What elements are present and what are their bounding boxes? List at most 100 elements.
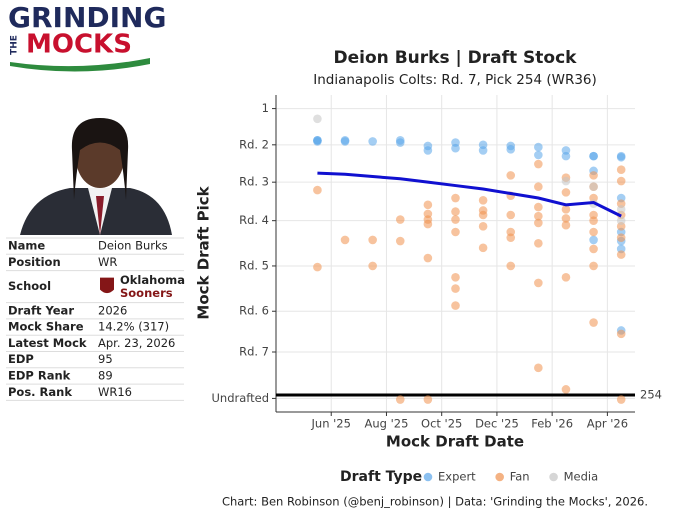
legend-swatch bbox=[549, 472, 558, 482]
point bbox=[589, 151, 598, 161]
row-label: Draft Year bbox=[8, 303, 74, 317]
point bbox=[616, 216, 626, 225]
row-value: 14.2% (317) bbox=[98, 320, 169, 334]
row-label: Name bbox=[8, 239, 45, 253]
point bbox=[616, 152, 626, 162]
point bbox=[506, 171, 516, 180]
caption: Chart: Ben Robinson (@benj_robinson) | D… bbox=[222, 495, 648, 509]
point bbox=[589, 244, 598, 254]
point bbox=[534, 150, 543, 160]
legend-swatch bbox=[495, 472, 504, 482]
x-tick-label: Apr '26 bbox=[587, 417, 628, 431]
point bbox=[506, 145, 516, 154]
point bbox=[561, 214, 571, 223]
point bbox=[589, 235, 598, 245]
point bbox=[340, 235, 350, 245]
point bbox=[395, 215, 405, 224]
point bbox=[313, 262, 322, 272]
school-line2: Sooners bbox=[120, 286, 173, 300]
point bbox=[561, 205, 571, 214]
row-label: Position bbox=[8, 255, 61, 269]
point bbox=[616, 165, 626, 175]
y-tick-label: Rd. 4 bbox=[239, 213, 269, 227]
point bbox=[368, 261, 377, 271]
legend-label: Expert bbox=[438, 470, 476, 484]
point bbox=[395, 236, 405, 246]
point bbox=[589, 216, 598, 225]
point bbox=[534, 278, 543, 288]
row-label: Latest Mock bbox=[8, 336, 87, 350]
point bbox=[616, 176, 626, 186]
y-axis-title: Mock Draft Pick bbox=[195, 185, 213, 319]
point bbox=[340, 135, 350, 145]
point bbox=[589, 171, 598, 180]
point bbox=[589, 227, 598, 237]
point bbox=[423, 200, 433, 210]
point bbox=[478, 243, 488, 253]
point bbox=[589, 318, 598, 327]
row-label: EDP Rank bbox=[8, 368, 71, 382]
point bbox=[534, 363, 543, 373]
plot: Deion Burks | Draft Stock Indianapolis Co… bbox=[195, 48, 662, 451]
point bbox=[313, 185, 322, 195]
school-logo bbox=[100, 277, 114, 294]
x-tick-label: Oct '25 bbox=[421, 417, 462, 431]
point bbox=[423, 253, 433, 263]
point bbox=[478, 195, 488, 205]
point bbox=[561, 151, 571, 161]
point bbox=[534, 159, 543, 169]
school-line1: Oklahoma bbox=[120, 273, 185, 287]
legend-label: Fan bbox=[510, 470, 530, 484]
point bbox=[534, 202, 543, 212]
trend-line bbox=[317, 171, 622, 218]
point bbox=[451, 193, 460, 203]
point bbox=[534, 218, 543, 228]
point bbox=[561, 188, 571, 197]
point bbox=[561, 385, 571, 394]
point bbox=[506, 261, 516, 271]
x-axis-title: Mock Draft Date bbox=[386, 433, 524, 451]
point bbox=[561, 220, 571, 230]
chart-subtitle: Indianapolis Colts: Rd. 7, Pick 254 (WR3… bbox=[313, 72, 597, 88]
row-label: Mock Share bbox=[8, 320, 84, 334]
point bbox=[451, 227, 460, 237]
point bbox=[368, 235, 377, 245]
point bbox=[313, 135, 322, 145]
point bbox=[589, 182, 598, 192]
point bbox=[451, 272, 460, 282]
point bbox=[561, 272, 571, 282]
point bbox=[534, 142, 543, 152]
y-tick-label: Rd. 3 bbox=[239, 175, 269, 189]
player-photo bbox=[20, 115, 172, 235]
row-value: Deion Burks bbox=[98, 239, 168, 253]
point bbox=[451, 215, 460, 224]
y-tick-label: Rd. 6 bbox=[239, 304, 269, 318]
point bbox=[423, 219, 433, 229]
chart-title: Deion Burks | Draft Stock bbox=[334, 48, 578, 68]
point bbox=[616, 395, 626, 404]
reference-label: 254 bbox=[640, 388, 662, 402]
point bbox=[395, 138, 405, 147]
point bbox=[616, 205, 626, 214]
point bbox=[451, 301, 460, 310]
point bbox=[368, 137, 377, 146]
logo-line2: THE bbox=[10, 35, 20, 55]
point bbox=[313, 114, 322, 124]
row-value: WR16 bbox=[98, 385, 132, 399]
point bbox=[451, 284, 460, 293]
point bbox=[616, 233, 626, 242]
row-value: WR bbox=[98, 255, 117, 269]
row-label: Pos. Rank bbox=[8, 385, 72, 399]
y-tick-label: Rd. 2 bbox=[239, 137, 269, 151]
point bbox=[506, 233, 516, 242]
row-value: 89 bbox=[98, 368, 113, 382]
point bbox=[395, 395, 405, 404]
legend-label: Media bbox=[564, 470, 599, 484]
point bbox=[616, 329, 626, 339]
y-tick-label: 1 bbox=[262, 101, 269, 115]
x-tick-label: Dec '25 bbox=[475, 417, 519, 431]
point bbox=[478, 146, 488, 155]
point bbox=[534, 239, 543, 248]
